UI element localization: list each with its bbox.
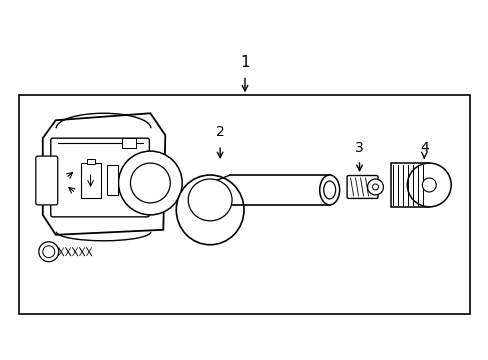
FancyBboxPatch shape [51,138,149,217]
Bar [106,165,118,195]
Ellipse shape [323,181,335,199]
Text: 3: 3 [354,141,363,155]
Text: 1: 1 [240,55,249,70]
Circle shape [118,151,182,215]
Circle shape [130,163,170,203]
Bar [122,138,136,148]
Bar [19,95,469,315]
FancyBboxPatch shape [36,156,58,205]
Circle shape [42,246,55,258]
Text: 2: 2 [215,125,224,139]
Polygon shape [42,113,165,235]
Ellipse shape [188,179,232,221]
Circle shape [39,242,59,262]
Circle shape [422,178,435,192]
Ellipse shape [176,175,244,245]
Text: 4: 4 [419,141,428,155]
Circle shape [367,179,383,195]
Bar [390,163,428,207]
Circle shape [407,163,450,207]
FancyBboxPatch shape [346,176,377,198]
Bar [81,163,101,198]
Ellipse shape [319,175,339,205]
Circle shape [372,184,378,190]
Bar [86,159,94,164]
